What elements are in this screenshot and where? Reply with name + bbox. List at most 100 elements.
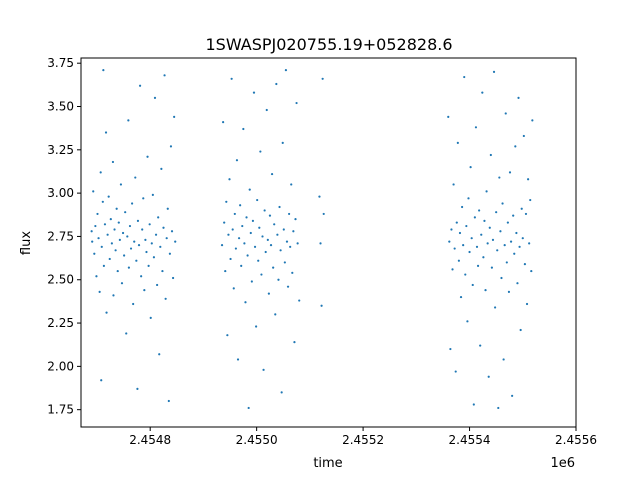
data-point <box>469 166 472 169</box>
data-point <box>143 289 146 292</box>
data-point <box>478 209 481 212</box>
data-point <box>453 247 456 250</box>
data-point <box>494 306 497 309</box>
data-point <box>267 292 270 295</box>
data-point <box>283 261 286 264</box>
data-point <box>226 334 229 337</box>
data-point <box>127 266 130 269</box>
data-point <box>120 282 124 285</box>
data-point <box>483 219 486 222</box>
data-point <box>519 328 522 332</box>
data-point <box>92 190 95 193</box>
data-point <box>93 252 96 255</box>
data-point <box>457 259 460 262</box>
data-point <box>456 141 459 144</box>
data-point <box>230 77 233 80</box>
x-tick-label: 2.4548 <box>129 433 171 447</box>
data-point <box>144 238 147 241</box>
data-point <box>319 242 322 245</box>
data-point <box>159 245 162 248</box>
y-tick-label: 1.75 <box>47 403 74 417</box>
data-point <box>454 370 457 373</box>
data-point <box>467 197 470 200</box>
data-point <box>447 115 450 118</box>
data-point <box>95 275 98 278</box>
data-point <box>158 353 161 356</box>
data-point <box>521 237 524 240</box>
data-point <box>480 233 483 236</box>
data-point <box>509 240 513 243</box>
data-point <box>281 141 284 144</box>
data-point <box>223 221 226 224</box>
data-point <box>268 214 272 217</box>
data-point <box>505 261 508 264</box>
data-point <box>264 250 267 254</box>
data-point <box>239 204 242 207</box>
data-point <box>102 264 105 267</box>
data-point <box>170 230 174 233</box>
data-point <box>495 211 498 214</box>
data-point <box>262 368 265 371</box>
data-point <box>168 252 171 255</box>
data-point <box>128 224 132 228</box>
data-point <box>156 283 159 287</box>
data-point <box>517 96 520 99</box>
data-point <box>455 221 458 224</box>
data-point <box>112 294 115 297</box>
data-point <box>475 245 479 248</box>
y-tick-label: 3.50 <box>47 100 74 114</box>
x-tick-label: 2.4550 <box>236 433 278 447</box>
data-point <box>151 193 154 196</box>
data-point <box>235 159 239 162</box>
data-point <box>524 212 528 216</box>
data-point <box>296 242 299 245</box>
data-point <box>145 250 148 254</box>
data-point <box>148 223 151 226</box>
x-tick-label: 2.4554 <box>449 433 491 447</box>
data-point <box>502 358 505 361</box>
data-point <box>269 244 273 247</box>
data-point <box>508 171 512 174</box>
data-point <box>450 228 453 231</box>
data-point <box>109 218 112 221</box>
data-point <box>462 244 465 247</box>
data-point <box>525 302 529 306</box>
data-point <box>507 290 511 293</box>
data-point <box>166 207 169 210</box>
data-point <box>257 259 260 262</box>
data-point <box>290 183 293 186</box>
data-point <box>523 263 527 266</box>
data-point <box>227 233 230 236</box>
data-point <box>244 301 247 304</box>
data-point <box>107 195 110 198</box>
data-point <box>488 226 491 229</box>
data-point <box>167 399 170 403</box>
data-point <box>149 316 152 319</box>
data-point <box>243 242 246 245</box>
data-point <box>157 216 160 219</box>
y-axis-label: flux <box>19 231 34 255</box>
data-point <box>321 77 324 80</box>
data-point <box>461 205 464 209</box>
data-point <box>458 231 462 235</box>
data-point <box>152 256 156 259</box>
data-point <box>259 150 262 153</box>
chart-title: 1SWASPJ020755.19+052828.6 <box>205 35 452 54</box>
data-point <box>126 235 129 238</box>
data-point <box>174 240 177 243</box>
data-point <box>491 238 495 241</box>
data-point <box>282 228 285 231</box>
data-point <box>258 226 261 229</box>
scatter-points <box>90 69 534 410</box>
data-point <box>119 183 123 186</box>
data-point <box>245 216 248 219</box>
data-point <box>459 295 463 299</box>
data-point <box>285 240 289 243</box>
data-point <box>163 74 166 77</box>
data-point <box>228 178 231 181</box>
data-point <box>237 237 241 240</box>
y-tick-label: 3.25 <box>47 143 74 157</box>
data-point <box>501 202 504 205</box>
